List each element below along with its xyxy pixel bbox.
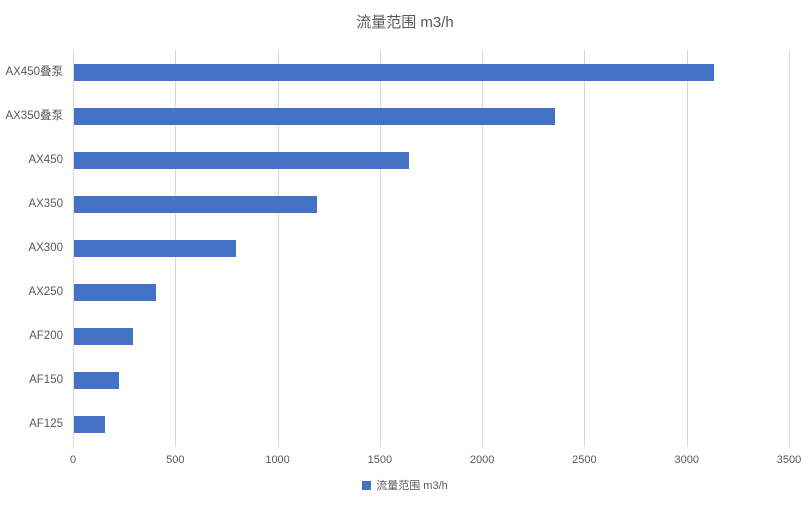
- category-label: AX300: [28, 242, 63, 254]
- x-tick-label: 3500: [776, 454, 802, 466]
- bar-AX350: [74, 195, 318, 213]
- x-tick-label: 2500: [572, 454, 597, 466]
- category-label: AX350: [28, 197, 63, 210]
- x-tick-label: 1500: [367, 454, 393, 466]
- bar-AF125: [74, 416, 105, 434]
- x-tick-label: 3000: [674, 454, 699, 466]
- bar-AF150: [74, 372, 119, 390]
- gridline: [277, 50, 279, 447]
- gridline: [584, 50, 586, 447]
- category-label: AF200: [29, 330, 63, 343]
- bar-AX350叠泵: [74, 107, 555, 125]
- x-tick-label: 2000: [469, 454, 495, 466]
- bar-AX450叠泵: [74, 63, 715, 81]
- gridline: [686, 50, 688, 447]
- gridline: [73, 50, 74, 447]
- category-label: AX350叠泵: [5, 109, 63, 122]
- bar-AX250: [74, 284, 156, 302]
- category-label: AX450: [28, 153, 63, 166]
- gridline: [482, 50, 484, 447]
- x-tick-label: 500: [166, 454, 185, 466]
- chart-title: 流量范围 m3/h: [356, 14, 454, 31]
- legend-swatch: [362, 480, 372, 490]
- gridline: [379, 50, 381, 447]
- bar-AX300: [74, 240, 236, 257]
- legend-label: 流量范围 m3/h: [376, 480, 448, 492]
- plot-area: [73, 50, 790, 447]
- category-label: AF150: [29, 374, 63, 387]
- gridline: [789, 50, 790, 447]
- bar-AF200: [74, 328, 134, 346]
- legend: 流量范围 m3/h: [0, 477, 810, 493]
- category-label: AX250: [28, 286, 63, 299]
- bar-AX450: [74, 151, 410, 169]
- x-tick-label: 0: [69, 454, 77, 466]
- category-label: AX450叠泵: [5, 65, 63, 78]
- x-tick-label: 1000: [265, 454, 290, 466]
- category-label: AF125: [29, 418, 63, 431]
